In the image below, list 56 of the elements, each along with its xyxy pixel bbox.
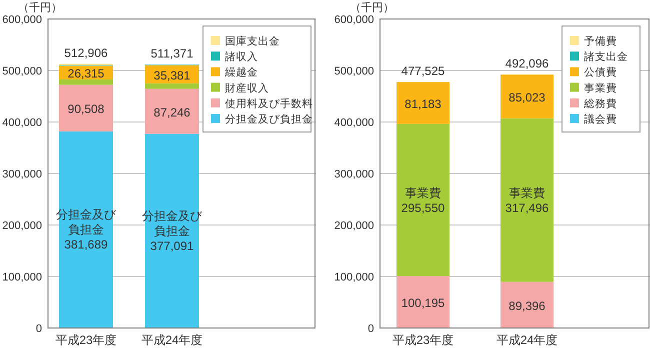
legend-label: 諸支出金: [584, 50, 628, 64]
data-label: 事業費 317,496: [505, 186, 550, 216]
legend-label: 諸収入: [225, 50, 258, 64]
total-label: 512,906: [64, 46, 108, 60]
legend-label: 国庫支出金: [225, 34, 280, 48]
legend-label: 繰越金: [224, 66, 258, 79]
bar: [145, 88, 199, 134]
bar: [500, 282, 554, 328]
x-tick-label: 平成23年度: [392, 333, 454, 347]
y-tick-label: 500,000: [2, 66, 42, 78]
data-label: 89,396: [508, 298, 546, 313]
legend-label: 議会費: [584, 112, 617, 126]
bar: [500, 118, 554, 282]
y-tick-label: 600,000: [2, 14, 42, 26]
y-tick-label: 400,000: [2, 117, 42, 129]
bar: [500, 74, 554, 118]
y-tick-label: 200,000: [334, 220, 374, 232]
legend-label: 財産収入: [225, 81, 269, 94]
x-tick-label: 平成24年度: [496, 333, 558, 347]
legend-label: 使用料及び手数料: [225, 96, 313, 110]
y-axis-title: （千円）: [350, 1, 394, 14]
legend-label: 予備費: [584, 34, 617, 48]
data-label: 90,508: [68, 102, 105, 116]
data-label: 35,381: [154, 68, 191, 82]
data-label: 85,023: [508, 90, 546, 104]
legend-label: 事業費: [584, 81, 617, 94]
bar: [145, 83, 199, 89]
data-label: 26,315: [68, 66, 105, 81]
x-tick-label: 平成24年度: [141, 333, 203, 347]
bar: [59, 84, 113, 132]
y-tick-label: 0: [368, 323, 374, 335]
bar: [396, 82, 450, 124]
y-tick-label: 600,000: [334, 14, 374, 26]
legend-label: 公債費: [584, 66, 617, 79]
data-label: 81,183: [404, 96, 442, 111]
total-label: 477,525: [401, 64, 446, 78]
legend-label: 総務費: [583, 96, 617, 110]
bar: [59, 79, 113, 85]
y-tick-label: 300,000: [334, 168, 374, 180]
bar: [396, 276, 450, 328]
data-label: 事業費 295,550: [401, 186, 446, 215]
y-tick-label: 400,000: [334, 117, 374, 129]
total-label: 492,096: [505, 56, 550, 71]
y-axis-title: （千円）: [18, 1, 62, 14]
y-tick-label: 100,000: [2, 272, 42, 284]
data-label: 87,246: [154, 105, 191, 120]
y-tick-label: 500,000: [334, 66, 374, 78]
y-tick-label: 300,000: [2, 168, 42, 180]
bar: [396, 124, 450, 276]
total-label: 511,371: [150, 46, 194, 61]
y-tick-label: 0: [36, 323, 42, 335]
x-tick-label: 平成23年度: [55, 333, 117, 347]
y-tick-label: 100,000: [334, 272, 374, 284]
data-label: 100,195: [401, 296, 446, 310]
legend-label: 分担金及び負担金: [225, 114, 313, 126]
y-tick-label: 200,000: [2, 220, 42, 232]
